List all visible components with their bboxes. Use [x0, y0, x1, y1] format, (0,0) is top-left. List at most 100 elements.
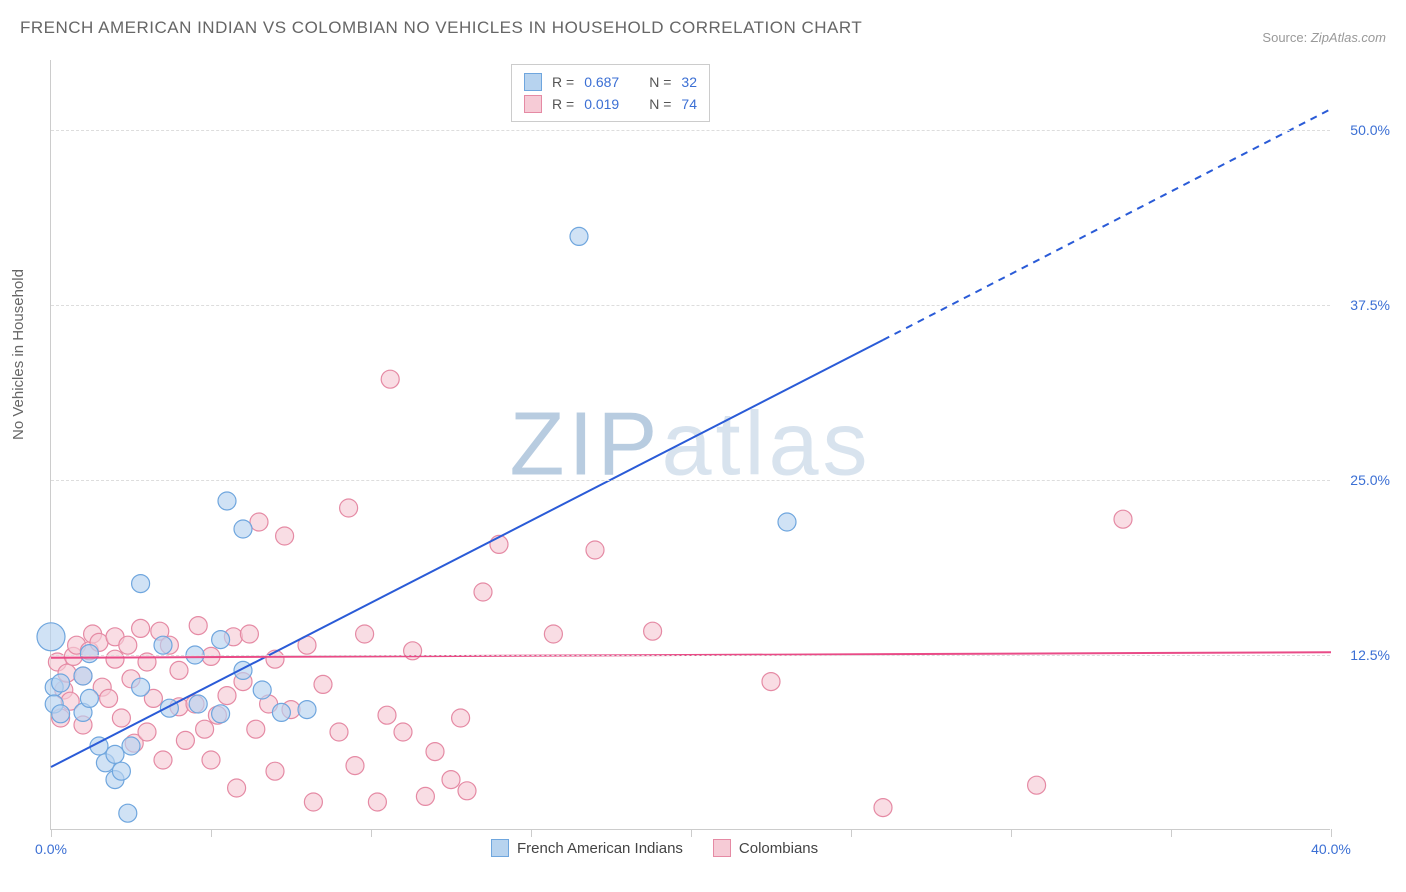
data-point — [138, 723, 156, 741]
stat-r-label: R = — [552, 93, 574, 115]
y-tick-label: 50.0% — [1350, 122, 1390, 138]
gridline — [51, 480, 1330, 481]
data-point — [1114, 510, 1132, 528]
legend-stat-row: R =0.019N =74 — [524, 93, 697, 115]
legend-series: French American Indians Colombians — [491, 839, 818, 857]
data-point — [253, 681, 271, 699]
x-tick — [531, 829, 532, 837]
data-point — [298, 701, 316, 719]
gridline — [51, 305, 1330, 306]
data-point — [212, 705, 230, 723]
data-point — [442, 771, 460, 789]
data-point — [266, 762, 284, 780]
data-point — [74, 667, 92, 685]
gridline — [51, 130, 1330, 131]
chart-plot-area: ZIPatlas R =0.687N =32R =0.019N =74 Fren… — [50, 60, 1330, 830]
data-point — [228, 779, 246, 797]
data-point — [394, 723, 412, 741]
source-label: Source: — [1262, 30, 1307, 45]
legend-series-label: Colombians — [739, 840, 818, 857]
data-point — [132, 678, 150, 696]
source-value: ZipAtlas.com — [1311, 30, 1386, 45]
stat-r-value: 0.019 — [584, 93, 619, 115]
data-point — [240, 625, 258, 643]
x-tick — [371, 829, 372, 837]
y-tick-label: 12.5% — [1350, 647, 1390, 663]
data-point — [218, 687, 236, 705]
stat-r-value: 0.687 — [584, 71, 619, 93]
data-point — [272, 703, 290, 721]
x-tick — [1171, 829, 1172, 837]
data-point — [189, 617, 207, 635]
data-point — [154, 636, 172, 654]
data-point — [100, 689, 118, 707]
data-point — [250, 513, 268, 531]
chart-title: FRENCH AMERICAN INDIAN VS COLOMBIAN NO V… — [20, 18, 862, 38]
data-point — [122, 737, 140, 755]
data-point — [346, 757, 364, 775]
data-point — [314, 675, 332, 693]
data-point — [119, 804, 137, 822]
data-point — [52, 674, 70, 692]
data-point — [218, 492, 236, 510]
x-tick-label: 0.0% — [35, 841, 67, 857]
data-point — [189, 695, 207, 713]
data-point — [176, 731, 194, 749]
legend-series-item: Colombians — [713, 839, 818, 857]
data-point — [330, 723, 348, 741]
data-point — [80, 689, 98, 707]
legend-series-item: French American Indians — [491, 839, 683, 857]
stat-n-value: 32 — [681, 71, 697, 93]
legend-swatch — [491, 839, 509, 857]
data-point — [458, 782, 476, 800]
legend-stat-row: R =0.687N =32 — [524, 71, 697, 93]
data-point — [247, 720, 265, 738]
data-point — [112, 709, 130, 727]
data-point — [170, 661, 188, 679]
stat-n-value: 74 — [681, 93, 697, 115]
data-point — [340, 499, 358, 517]
data-point — [234, 520, 252, 538]
y-axis-label: No Vehicles in Household — [10, 269, 27, 440]
x-tick — [691, 829, 692, 837]
data-point — [368, 793, 386, 811]
data-point — [474, 583, 492, 601]
data-point — [381, 370, 399, 388]
data-point — [37, 623, 65, 651]
data-point — [132, 619, 150, 637]
data-point — [378, 706, 396, 724]
data-point — [154, 751, 172, 769]
data-point — [544, 625, 562, 643]
scatter-plot-svg — [51, 60, 1330, 829]
y-tick-label: 25.0% — [1350, 472, 1390, 488]
x-tick — [851, 829, 852, 837]
trend-line — [51, 340, 883, 767]
x-tick — [51, 829, 52, 837]
data-point — [196, 720, 214, 738]
y-tick-label: 37.5% — [1350, 297, 1390, 313]
source-attribution: Source: ZipAtlas.com — [1262, 30, 1386, 45]
stat-n-label: N = — [649, 71, 671, 93]
data-point — [276, 527, 294, 545]
data-point — [1028, 776, 1046, 794]
x-tick — [211, 829, 212, 837]
data-point — [426, 743, 444, 761]
x-tick — [1011, 829, 1012, 837]
data-point — [234, 661, 252, 679]
data-point — [132, 575, 150, 593]
data-point — [119, 636, 137, 654]
data-point — [106, 650, 124, 668]
data-point — [570, 227, 588, 245]
legend-stats-box: R =0.687N =32R =0.019N =74 — [511, 64, 710, 122]
data-point — [80, 645, 98, 663]
legend-series-label: French American Indians — [517, 840, 683, 857]
data-point — [212, 631, 230, 649]
gridline — [51, 655, 1330, 656]
data-point — [202, 751, 220, 769]
legend-swatch — [524, 95, 542, 113]
data-point — [356, 625, 374, 643]
data-point — [416, 787, 434, 805]
data-point — [304, 793, 322, 811]
data-point — [106, 745, 124, 763]
legend-swatch — [713, 839, 731, 857]
